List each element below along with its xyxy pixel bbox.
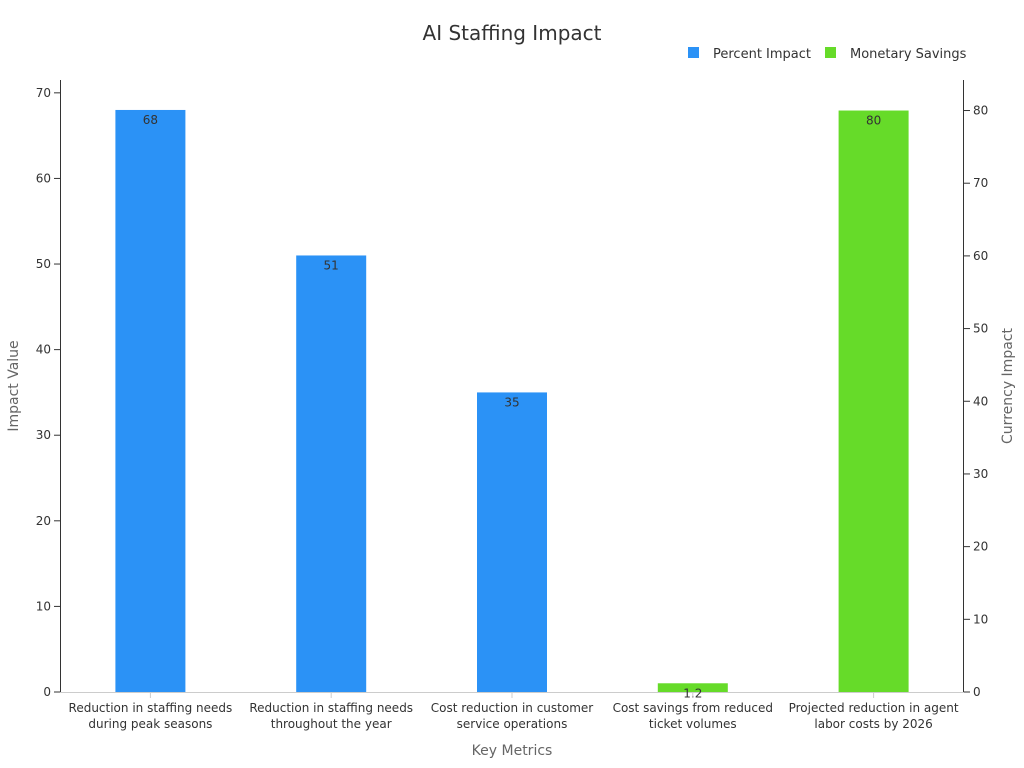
legend-label: Monetary Savings <box>850 47 967 62</box>
y-left-tick-label: 70 <box>36 86 51 100</box>
bar <box>296 255 367 692</box>
y-axis-right-ticks: 0 10 20 30 40 50 60 70 80 <box>964 104 988 699</box>
bar <box>838 110 909 692</box>
y-axis-left-ticks: 0 10 20 30 40 50 60 70 <box>36 86 60 699</box>
bar <box>657 683 728 692</box>
bar-value-label: 51 <box>324 258 339 272</box>
legend-swatch <box>825 47 836 58</box>
y-right-tick-label: 30 <box>973 467 988 481</box>
y-left-tick-label: 30 <box>36 428 51 442</box>
y-left-tick-label: 60 <box>36 171 51 185</box>
y-right-tick-label: 70 <box>973 176 988 190</box>
y-left-tick-label: 0 <box>43 685 51 699</box>
y-right-tick-label: 80 <box>973 104 988 118</box>
x-tick-label: Reduction in staffing needs throughout th… <box>249 701 413 731</box>
x-tick-label: Reduction in staffing needs during peak s… <box>69 701 233 731</box>
y-right-tick-label: 50 <box>973 322 988 336</box>
y-axis-right-label: Currency Impact <box>1000 328 1016 444</box>
bar <box>477 392 547 692</box>
y-left-tick-label: 20 <box>36 514 51 528</box>
y-right-tick-label: 60 <box>973 249 988 263</box>
legend-swatch <box>688 47 699 58</box>
y-right-tick-label: 40 <box>973 394 988 408</box>
bar-value-label: 35 <box>504 395 519 409</box>
y-right-tick-label: 0 <box>973 685 981 699</box>
x-axis-label: Key Metrics <box>472 743 553 759</box>
y-left-tick-label: 40 <box>36 343 51 357</box>
bar <box>115 109 186 693</box>
bar-value-label: 68 <box>143 113 158 127</box>
y-left-tick-label: 50 <box>36 257 51 271</box>
x-axis-categories: Reduction in staffing needs during peak s… <box>69 692 959 731</box>
legend: Percent Impact Monetary Savings <box>688 47 967 62</box>
legend-label: Percent Impact <box>713 47 811 62</box>
x-tick-label: Projected reduction in agent labor costs … <box>789 701 959 731</box>
chart-title: AI Staffing Impact <box>423 21 602 45</box>
y-axis-left-label: Impact Value <box>6 340 22 431</box>
x-tick-label: Cost reduction in customer service operat… <box>431 701 593 731</box>
bar-value-label: 80 <box>866 114 881 128</box>
x-tick-label: Cost savings from reduced ticket volumes <box>613 701 773 731</box>
y-right-tick-label: 10 <box>973 612 988 626</box>
y-left-tick-label: 10 <box>36 599 51 613</box>
y-right-tick-label: 20 <box>973 540 988 554</box>
